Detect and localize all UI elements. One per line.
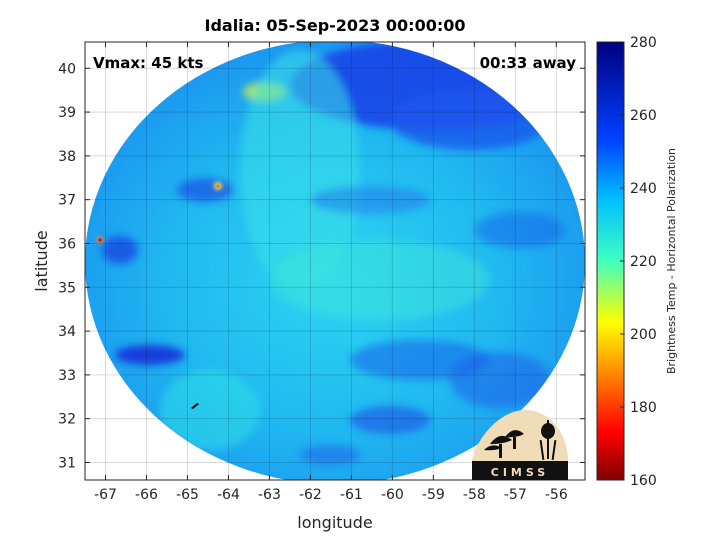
plot-border [84,41,586,481]
x-axis-label: longitude [297,513,372,532]
x-tick-label: -58 [463,487,486,503]
y-tick-label: 32 [58,412,76,428]
x-tick-label: -60 [381,487,404,503]
y-tick-label: 38 [58,149,76,165]
colorbar-gradient [596,41,625,481]
y-tick-label: 37 [58,193,76,209]
cimss-logo-text: CIMSS [491,466,549,479]
y-tick-label: 31 [58,455,76,471]
x-tick-label: -61 [340,487,363,503]
plot-area: -67 -66 -65 -64 -63 -62 -61 -60 -59 -58 -57 -56 313… [58,41,586,503]
x-tick-label: -65 [176,487,199,503]
grid-lines [85,42,585,480]
colorbar-tick-label: 200 [630,327,657,343]
colorbar-ticks: 160 180 200 220 240 260 280 [620,35,657,489]
time-away-annotation: 00:33 away [480,54,577,72]
x-tick-label: -66 [135,487,158,503]
y-axis-label: latitude [32,230,51,291]
colorbar: 160 180 200 220 240 260 280 Brightness Temp - … [596,35,678,489]
x-tick-label: -63 [258,487,281,503]
colorbar-label: Brightness Temp - Horizontal Polarizatio… [665,148,678,374]
y-tick-label: 39 [58,105,76,121]
vmax-annotation: Vmax: 45 kts [93,54,203,72]
y-tick-label: 36 [58,236,76,252]
colorbar-tick-label: 180 [630,400,657,416]
y-tick-label: 34 [58,324,76,340]
y-tick-label: 35 [58,280,76,296]
x-tick-label: -62 [299,487,322,503]
y-tick-label: 40 [58,61,76,77]
colorbar-tick-label: 280 [630,35,657,51]
colorbar-tick-label: 240 [630,181,657,197]
brightness-temp-swath [85,42,585,480]
colorbar-tick-label: 220 [630,254,657,270]
cimss-logo: CIMSS [472,410,568,480]
x-tick-label: -59 [422,487,445,503]
x-axis-ticks: -67 -66 -65 -64 -63 -62 -61 -60 -59 -58 -57 -56 [94,42,568,503]
y-tick-label: 33 [58,368,76,384]
colorbar-tick-label: 260 [630,108,657,124]
x-tick-label: -56 [545,487,568,503]
colorbar-tick-label: 160 [630,473,657,489]
chart-title: Idalia: 05-Sep-2023 00:00:00 [204,16,465,35]
y-axis-ticks: 31 32 33 34 35 36 37 38 39 40 [58,61,585,471]
x-tick-label: -64 [217,487,240,503]
x-tick-label: -67 [94,487,117,503]
x-tick-label: -57 [504,487,527,503]
